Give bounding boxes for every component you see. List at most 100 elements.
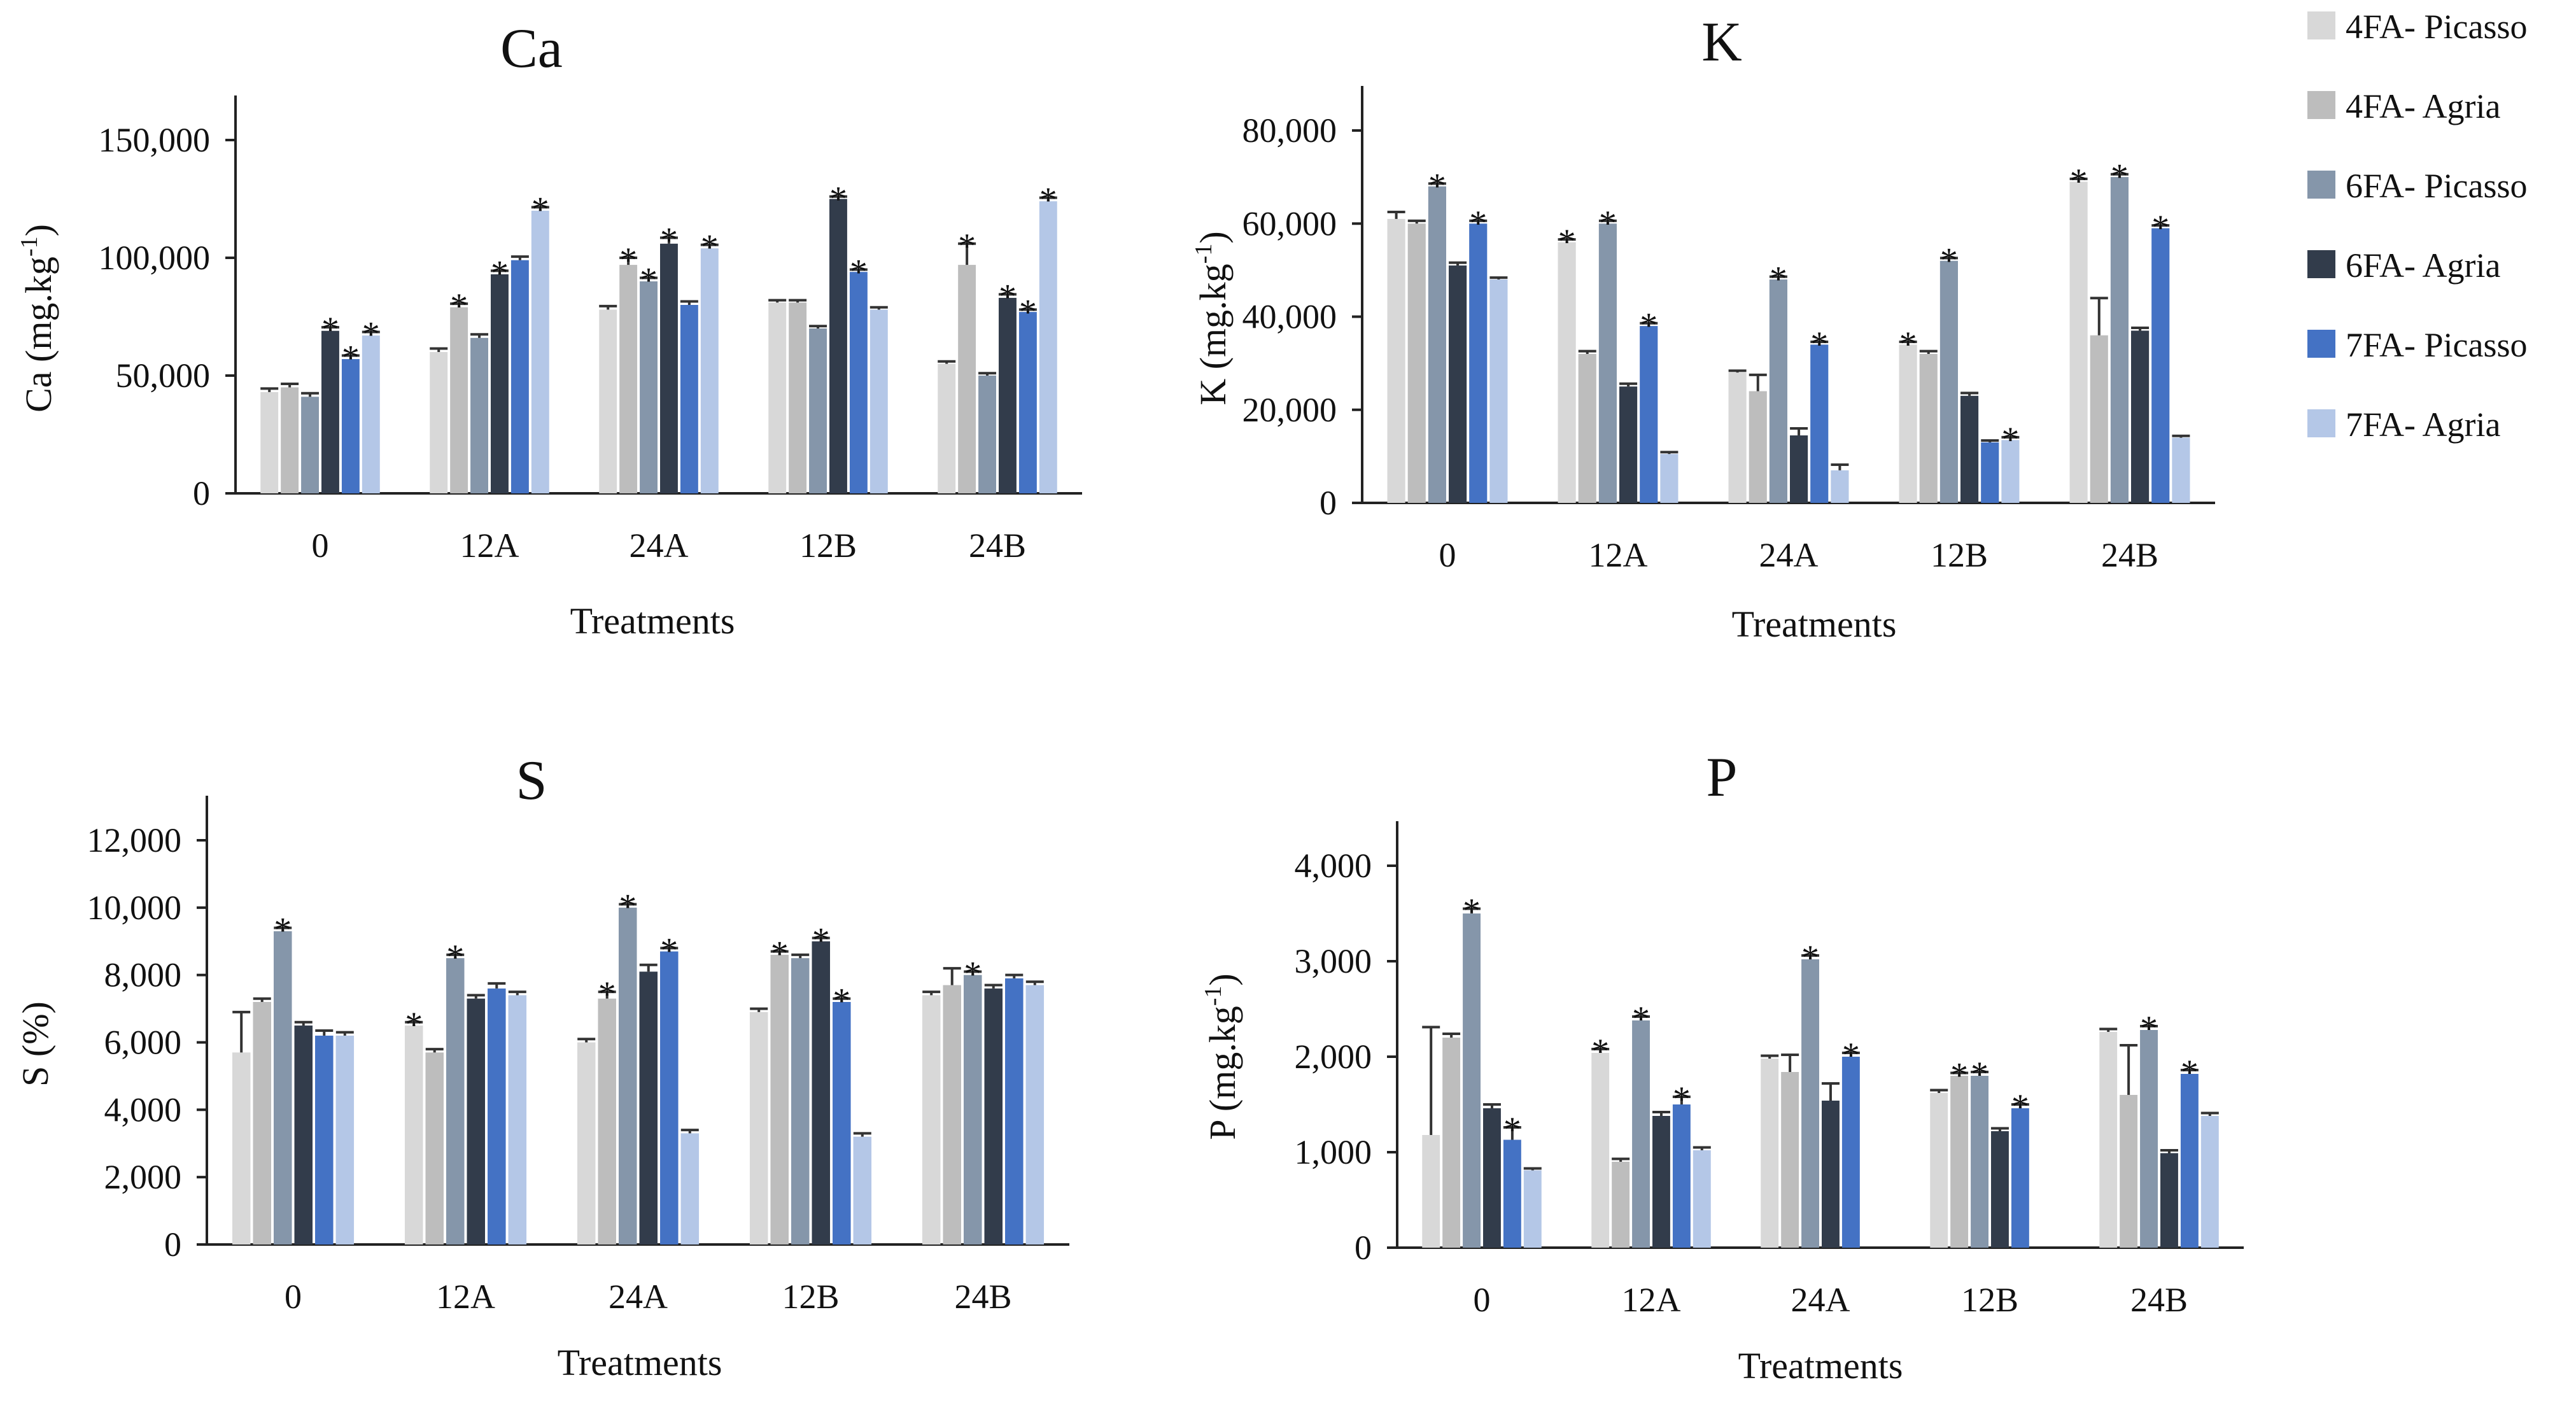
legend: 4FA- Picasso 4FA- Agria 6FA- Picasso 6FA- A…: [2307, 8, 2528, 444]
y-axis-label-text: K (mg.kg: [1192, 264, 1234, 405]
bar: [1960, 395, 1979, 503]
x-tick-label: 0: [312, 526, 329, 565]
y-tick-label: 3,000: [1295, 942, 1372, 980]
bar: [700, 248, 719, 493]
bar: [2180, 1074, 2199, 1248]
significance-star: *: [619, 887, 637, 927]
bar: [963, 975, 982, 1244]
y-tick-label: 4,000: [1295, 847, 1372, 885]
significance-star: *: [342, 339, 360, 378]
significance-star: *: [964, 954, 982, 994]
significance-star: *: [829, 180, 847, 219]
y-tick-label: 100,000: [99, 239, 211, 277]
y-axis-label-text: S (%): [15, 1001, 56, 1087]
y-axis-label-superscript: -1: [1190, 244, 1217, 264]
legend-swatch: [2307, 330, 2335, 358]
bar: [1971, 1076, 1988, 1248]
x-tick-label: 12A: [460, 526, 519, 565]
significance-star: *: [1770, 260, 1787, 299]
significance-star: *: [833, 982, 850, 1021]
bar: [1489, 279, 1508, 503]
significance-star: *: [1599, 204, 1617, 243]
x-tick-label: 12B: [1931, 536, 1988, 574]
significance-star: *: [2181, 1053, 2199, 1092]
bar: [1672, 1104, 1691, 1248]
bar: [1407, 223, 1426, 503]
bar: [2131, 330, 2150, 503]
significance-star: *: [1673, 1080, 1691, 1119]
bar: [812, 941, 831, 1244]
legend-label: 6FA- Agria: [2346, 246, 2501, 285]
bar: [680, 305, 698, 493]
x-tick-label: 12B: [799, 526, 857, 565]
legend-label: 7FA- Agria: [2346, 405, 2501, 444]
y-tick-label: 0: [1355, 1229, 1372, 1267]
significance-star: *: [491, 253, 509, 293]
bar: [829, 199, 847, 493]
x-axis-label: Treatments: [1732, 603, 1897, 645]
y-tick-label: 150,000: [99, 121, 211, 159]
y-axis-label-superscript: -1: [16, 236, 43, 257]
bar: [1578, 354, 1596, 503]
bar: [341, 359, 360, 493]
bar: [1428, 186, 1446, 503]
y-tick-label: 8,000: [104, 956, 182, 994]
bar: [749, 1012, 768, 1244]
chart-panel-s: S 0 2,000 4,000 6,000 8,000 10,000 12,000 0 * 12A *…: [15, 750, 1069, 1383]
bar: [599, 309, 617, 493]
significance-star: *: [2070, 162, 2088, 201]
significance-star: *: [1503, 1110, 1521, 1150]
bar: [1761, 1059, 1779, 1248]
bar: [660, 951, 679, 1244]
bar: [639, 971, 658, 1244]
bar: [1660, 454, 1679, 503]
x-tick-label: 12B: [782, 1278, 839, 1316]
significance-star: *: [1469, 204, 1487, 243]
bar: [425, 1052, 444, 1244]
bar: [2110, 177, 2129, 503]
legend-label: 7FA- Picasso: [2346, 326, 2528, 364]
x-axis-label: Treatments: [558, 1342, 722, 1383]
legend-item: 4FA- Picasso: [2307, 8, 2528, 46]
y-axis-label: K (mg.kg-1): [1190, 231, 1234, 405]
bar: [1598, 223, 1617, 503]
significance-star: *: [771, 934, 789, 974]
bar: [1950, 1076, 1969, 1248]
y-axis-label-text: Ca (mg.kg: [18, 257, 59, 412]
significance-star: *: [321, 310, 339, 349]
significance-star: *: [1842, 1036, 1860, 1075]
legend-label: 6FA- Picasso: [2346, 167, 2528, 205]
bar: [315, 1035, 334, 1244]
bar: [2140, 1030, 2158, 1248]
bar: [1652, 1116, 1670, 1248]
y-tick-label: 10,000: [87, 889, 182, 927]
y-tick-label: 12,000: [87, 821, 182, 859]
bar: [1939, 260, 1958, 503]
significance-star: *: [2151, 208, 2169, 248]
x-tick-label: 24A: [1759, 536, 1819, 574]
bar: [577, 1042, 596, 1244]
bar: [833, 1002, 851, 1244]
significance-star: *: [405, 1005, 423, 1045]
bar: [335, 1035, 355, 1244]
bar: [1991, 1131, 2009, 1248]
bar: [2200, 1116, 2219, 1248]
significance-star: *: [2111, 157, 2129, 197]
significance-star: *: [2140, 1009, 2158, 1048]
bar: [362, 335, 380, 493]
bar: [2151, 228, 2170, 503]
x-tick-label: 12A: [436, 1278, 495, 1316]
x-tick-label: 24A: [630, 526, 689, 565]
significance-star: *: [598, 975, 616, 1014]
x-axis-label: Treatments: [570, 600, 735, 642]
significance-star: *: [274, 911, 292, 950]
y-axis-label-end: ): [1192, 231, 1234, 243]
bar: [2069, 181, 2088, 503]
bar: [1801, 959, 1819, 1248]
bar: [2090, 335, 2108, 503]
bar: [1422, 1135, 1440, 1248]
significance-star: *: [1940, 241, 1958, 280]
bar: [1612, 1162, 1630, 1248]
x-tick-label: 0: [285, 1278, 302, 1316]
bar: [1981, 442, 1999, 503]
